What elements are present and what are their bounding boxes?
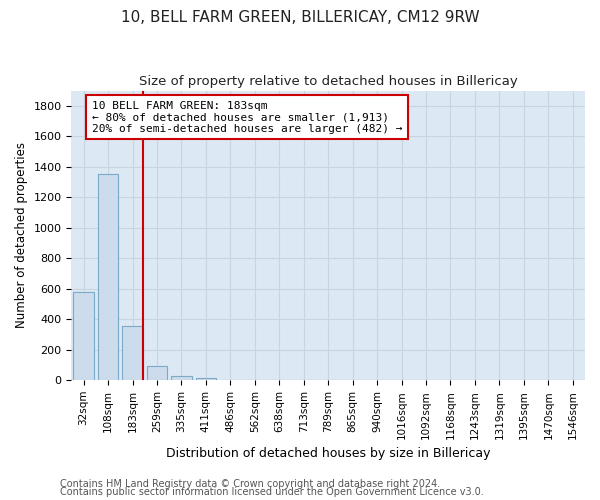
Bar xyxy=(171,376,192,380)
Y-axis label: Number of detached properties: Number of detached properties xyxy=(15,142,28,328)
Text: 10, BELL FARM GREEN, BILLERICAY, CM12 9RW: 10, BELL FARM GREEN, BILLERICAY, CM12 9R… xyxy=(121,10,479,25)
Bar xyxy=(196,378,217,380)
Text: 10 BELL FARM GREEN: 183sqm
← 80% of detached houses are smaller (1,913)
20% of s: 10 BELL FARM GREEN: 183sqm ← 80% of deta… xyxy=(92,100,403,134)
Bar xyxy=(146,366,167,380)
Bar xyxy=(73,292,94,380)
X-axis label: Distribution of detached houses by size in Billericay: Distribution of detached houses by size … xyxy=(166,447,490,460)
Bar xyxy=(98,174,118,380)
Text: Contains HM Land Registry data © Crown copyright and database right 2024.: Contains HM Land Registry data © Crown c… xyxy=(60,479,440,489)
Text: Contains public sector information licensed under the Open Government Licence v3: Contains public sector information licen… xyxy=(60,487,484,497)
Bar xyxy=(122,326,143,380)
Title: Size of property relative to detached houses in Billericay: Size of property relative to detached ho… xyxy=(139,75,518,88)
